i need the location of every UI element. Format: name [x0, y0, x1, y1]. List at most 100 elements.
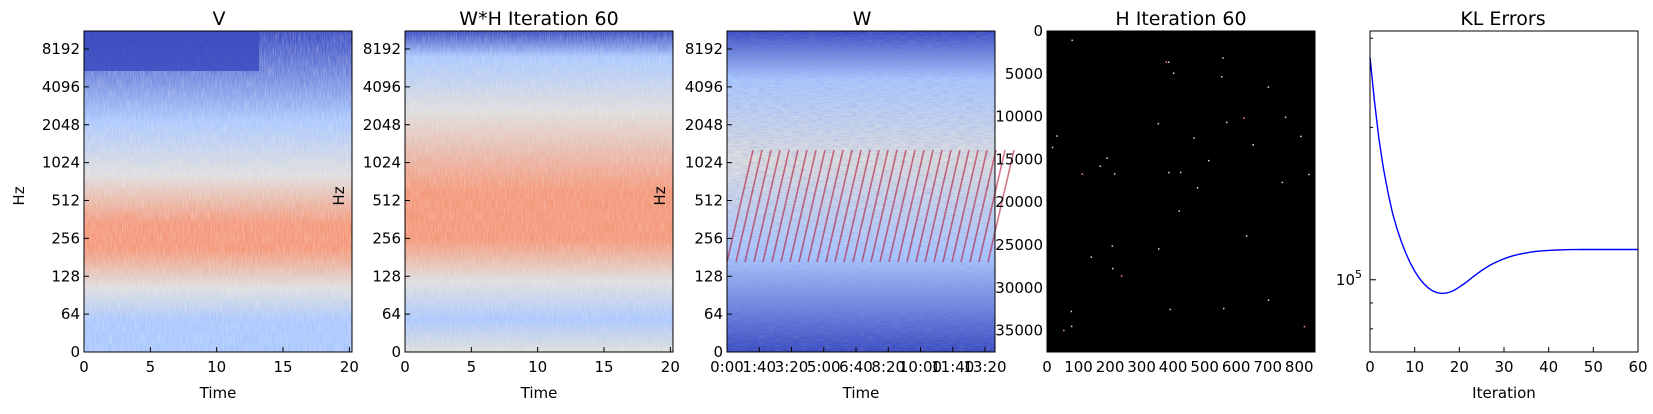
ytick-label: 5000 [1005, 65, 1043, 83]
ytick-label: 0 [391, 343, 401, 361]
harmonic-stripe [807, 149, 835, 263]
ytick-label: 128 [372, 267, 401, 285]
spectrogram-wh-texture [405, 31, 673, 352]
ytick-label: 1024 [685, 154, 723, 172]
xtick-label: 0 [79, 358, 89, 376]
xtick-label: 15 [594, 358, 613, 376]
ytick-label: 64 [382, 305, 401, 323]
ytick-label: 128 [694, 267, 723, 285]
panel-kl-xticks: 0 10 20 30 40 50 60 [1365, 347, 1648, 376]
panel-wh-yticks: 0 64 128 256 512 1024 2048 4096 8192 [363, 40, 410, 361]
ytick-label: 8192 [42, 40, 80, 58]
xtick-label: 60 [1628, 358, 1647, 376]
ytick-label: 512 [694, 192, 723, 210]
xtick-label: 700 [1253, 358, 1282, 376]
harmonic-stripe [987, 149, 1015, 263]
panel-v-ylabel: Hz [10, 186, 28, 205]
harmonic-stripe [861, 149, 889, 263]
ytick-label: 8192 [363, 40, 401, 58]
ytick-label: 35000 [995, 322, 1043, 340]
activation-map-h [1047, 31, 1315, 352]
harmonic-stripe [789, 149, 817, 263]
panel-v-image [84, 31, 352, 352]
activation-point [1300, 135, 1302, 138]
xtick-label: 0 [400, 358, 410, 376]
ytick-label: 4096 [685, 78, 723, 96]
harmonic-stripe [825, 149, 853, 263]
panel-w-yticks: 0 64 128 256 512 1024 2048 4096 8192 [685, 40, 732, 361]
ytick-label: 2048 [363, 116, 401, 134]
panel-wh-frame [404, 30, 674, 353]
panel-wh-xlabel: Time [520, 384, 558, 402]
activation-point [1106, 157, 1108, 159]
xtick-label: 15 [273, 358, 292, 376]
ytick-label: 256 [372, 229, 401, 247]
activation-point [1113, 173, 1116, 175]
ytick-label: 1024 [363, 154, 401, 172]
spectrogram-v-quiet-region [84, 31, 259, 71]
harmonic-stripe [852, 149, 880, 263]
activation-point [1165, 61, 1168, 63]
harmonic-stripe [816, 149, 844, 263]
harmonic-stripe [735, 149, 763, 263]
xtick-label: 6:40 [839, 358, 873, 376]
xtick-label: 600 [1222, 358, 1251, 376]
xtick-label: 10 [528, 358, 547, 376]
harmonic-stripe [960, 149, 988, 263]
activation-point [1222, 57, 1224, 59]
activation-point [1112, 267, 1114, 270]
ytick-label: 15000 [995, 150, 1043, 168]
activation-point [1243, 117, 1245, 119]
activation-point [1226, 121, 1228, 124]
panel-w-image [726, 31, 1015, 352]
ytick-label: 10000 [995, 108, 1043, 126]
ytick-label: 105 [1336, 268, 1362, 289]
activation-point [1070, 310, 1073, 313]
harmonic-stripe [780, 149, 808, 263]
activation-point [1281, 181, 1284, 184]
ytick-label: 20000 [995, 193, 1043, 211]
xtick-label: 5 [467, 358, 477, 376]
harmonic-stripe [933, 149, 961, 263]
ytick-label: 8192 [685, 40, 723, 58]
panel-v-title: V [213, 8, 226, 30]
ytick-label: 512 [51, 192, 80, 210]
xtick-label: 400 [1159, 358, 1188, 376]
xtick-label: 20 [340, 358, 359, 376]
activation-point [1158, 248, 1160, 250]
ytick-label: 4096 [42, 78, 80, 96]
harmonic-stripe [942, 149, 970, 263]
harmonic-stripe [888, 149, 916, 263]
activation-point [1208, 159, 1210, 162]
activation-point [1090, 256, 1092, 258]
activation-point [1063, 329, 1065, 332]
panel-w-frame [726, 30, 996, 353]
xtick-label: 20 [1450, 358, 1469, 376]
harmonic-stripe [924, 149, 952, 263]
activation-point [1178, 210, 1180, 212]
ytick-label: 64 [704, 305, 723, 323]
panel-kl: KL Errors 105 0 10 20 30 40 50 60 Iteration [1336, 8, 1648, 402]
panel-v-frame [83, 30, 353, 353]
panel-kl-background [1370, 31, 1638, 352]
activation-point [1252, 144, 1254, 146]
activation-point [1169, 308, 1171, 311]
activation-point [1168, 171, 1170, 174]
panel-v-xticks: 0 5 10 15 20 [79, 347, 359, 376]
panel-w: W 0 64 128 256 512 1024 2048 4096 8192 0:001:403… [651, 8, 1015, 402]
harmonic-stripe [771, 149, 799, 263]
panel-h-frame [1046, 30, 1316, 353]
activation-point [1071, 39, 1073, 42]
ytick-label: 4096 [363, 78, 401, 96]
harmonic-stripe [726, 149, 754, 263]
xtick-label: 50 [1584, 358, 1603, 376]
activation-point [1056, 135, 1058, 137]
xtick-label: 300 [1127, 358, 1156, 376]
xtick-label: 10:00 [899, 358, 942, 376]
activation-point [1111, 245, 1114, 247]
activation-point [1070, 325, 1073, 328]
xtick-label: 40 [1539, 358, 1558, 376]
panel-v-yticks: 0 64 128 256 512 1024 2048 4096 8192 [42, 40, 89, 361]
ytick-label: 0 [713, 343, 723, 361]
